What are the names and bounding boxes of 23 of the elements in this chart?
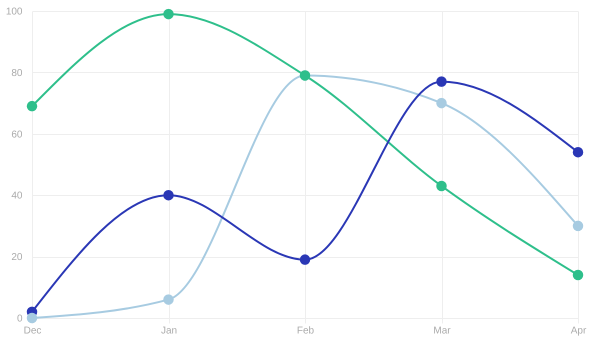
point xyxy=(436,180,447,192)
point xyxy=(572,270,584,280)
y-tick-label: 80 xyxy=(11,68,23,79)
x-tick-label: Jan xyxy=(160,326,178,336)
point xyxy=(572,220,584,232)
point xyxy=(300,254,310,265)
y-tick-label: 20 xyxy=(11,252,23,264)
y-tick-label: 0 xyxy=(16,314,23,324)
x-tick-label: Apr xyxy=(570,326,587,336)
point xyxy=(26,100,38,112)
point xyxy=(572,146,584,158)
y-tick-label: 40 xyxy=(11,190,23,202)
point xyxy=(26,312,38,324)
x-tick-label: Dec xyxy=(24,326,42,336)
point xyxy=(436,98,447,108)
point xyxy=(436,76,447,87)
x-tick-label: Feb xyxy=(296,326,315,336)
point xyxy=(163,294,174,305)
x-tick-label: Mar xyxy=(433,326,452,336)
y-tick-label: 100 xyxy=(6,6,23,18)
y-tick-label: 60 xyxy=(11,129,23,140)
point xyxy=(163,190,174,200)
point xyxy=(163,8,174,20)
